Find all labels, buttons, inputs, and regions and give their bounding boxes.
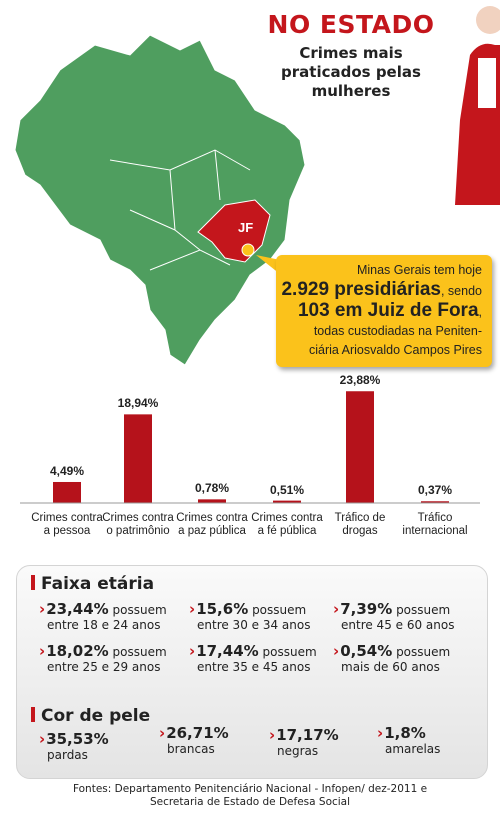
age-item: ›23,44% possuem entre 18 e 24 anos (39, 602, 167, 633)
skin-text: pardas (47, 748, 88, 762)
age-value: 23,44% (46, 600, 109, 618)
skin-value: 26,71% (166, 724, 229, 742)
skin-item: ›1,8% amarelas (377, 726, 440, 757)
value-label: 4,49% (49, 463, 85, 478)
age-value: 17,44% (196, 642, 259, 660)
skin-item: ›17,17% negras (269, 728, 339, 759)
skin-value: 35,53% (46, 730, 109, 748)
callout-text: , (478, 305, 482, 319)
stats-panel: Faixa etária Cor de pele ›23,44% possuem… (16, 565, 488, 779)
skin-value: 1,8% (384, 724, 426, 742)
age-item: ›15,6% possuem entre 30 e 34 anos (189, 602, 310, 633)
woman-collar (478, 58, 496, 108)
title: NO ESTADO (267, 10, 435, 39)
callout-text: todas custodiadas na Peniten- (313, 324, 482, 338)
section-title: Cor de pele (31, 706, 150, 726)
age-value: 15,6% (196, 600, 249, 618)
bar (53, 481, 81, 503)
arrow: › (159, 724, 166, 742)
arrow: › (39, 642, 46, 660)
age-item: ›18,02% possuem entre 25 e 29 anos (39, 644, 167, 675)
category-label: Crimes contra o patrimônio (102, 512, 174, 537)
value-label: 0,78% (194, 481, 230, 496)
age-item: ›7,39% possuem entre 45 e 60 anos (333, 602, 454, 633)
state-borders (109, 149, 251, 271)
bar (198, 499, 226, 503)
callout-highlight: 103 em Juiz de Fora (297, 300, 479, 321)
category-label: Crimes contra a fé pública (251, 512, 323, 537)
juiz-de-fora-dot (241, 243, 255, 257)
callout-highlight: 2.929 presidiárias (281, 279, 441, 300)
age-verb: possuem (262, 645, 317, 659)
arrow: › (333, 642, 340, 660)
value-label: 0,51% (269, 482, 305, 497)
category-label: Tráfico internacional (402, 512, 468, 537)
sources: Fontes: Departamento Penitenciário Nacio… (72, 783, 428, 808)
arrow: › (269, 726, 276, 744)
map-label: JF (238, 220, 253, 235)
woman-head (476, 6, 500, 34)
callout-text: , sendo (440, 284, 482, 298)
arrow: › (189, 642, 196, 660)
arrow: › (377, 724, 384, 742)
subtitle: Crimes mais praticados pelas mulheres (281, 44, 421, 100)
arrow: › (39, 730, 46, 748)
age-verb: possuem (112, 645, 167, 659)
section-title: Faixa etária (31, 574, 154, 594)
age-text: entre 35 e 45 anos (197, 660, 311, 674)
age-text: entre 30 e 34 anos (197, 618, 311, 632)
brazil-map (14, 34, 306, 366)
category-label: Crimes contra a paz pública (176, 512, 248, 537)
age-verb: possuem (396, 603, 451, 617)
bar (346, 391, 374, 503)
skin-text: amarelas (385, 742, 441, 756)
bar (124, 414, 152, 503)
value-label: 18,94% (117, 396, 159, 411)
age-value: 18,02% (46, 642, 109, 660)
arrow: › (189, 600, 196, 618)
age-item: ›0,54% possuem mais de 60 anos (333, 644, 450, 675)
age-verb: possuem (252, 603, 307, 617)
arrow: › (333, 600, 340, 618)
callout-text: Minas Gerais tem hoje (356, 263, 482, 277)
age-text: entre 45 e 60 anos (341, 618, 455, 632)
callout-text: ciária Ariosvaldo Campos Pires (309, 343, 482, 357)
age-value: 7,39% (340, 600, 393, 618)
skin-item: ›26,71% brancas (159, 726, 229, 757)
age-value: 0,54% (340, 642, 393, 660)
bar (273, 500, 301, 503)
bar (421, 501, 449, 503)
skin-item: ›35,53% pardas (39, 732, 109, 763)
category-label: Tráfico de drogas (334, 512, 386, 537)
skin-value: 17,17% (276, 726, 339, 744)
callout: Minas Gerais tem hoje 2.929 presidiárias… (276, 255, 492, 367)
age-verb: possuem (396, 645, 451, 659)
value-label: 0,37% (417, 483, 453, 498)
skin-text: brancas (167, 742, 215, 756)
age-text: entre 25 e 29 anos (47, 660, 161, 674)
category-label: Crimes contra a pessoa (31, 512, 103, 537)
age-text: entre 18 e 24 anos (47, 618, 161, 632)
age-verb: possuem (112, 603, 167, 617)
age-item: ›17,44% possuem entre 35 e 45 anos (189, 644, 317, 675)
age-text: mais de 60 anos (341, 660, 440, 674)
skin-text: negras (277, 744, 319, 758)
arrow: › (39, 600, 46, 618)
value-label: 23,88% (339, 373, 381, 388)
